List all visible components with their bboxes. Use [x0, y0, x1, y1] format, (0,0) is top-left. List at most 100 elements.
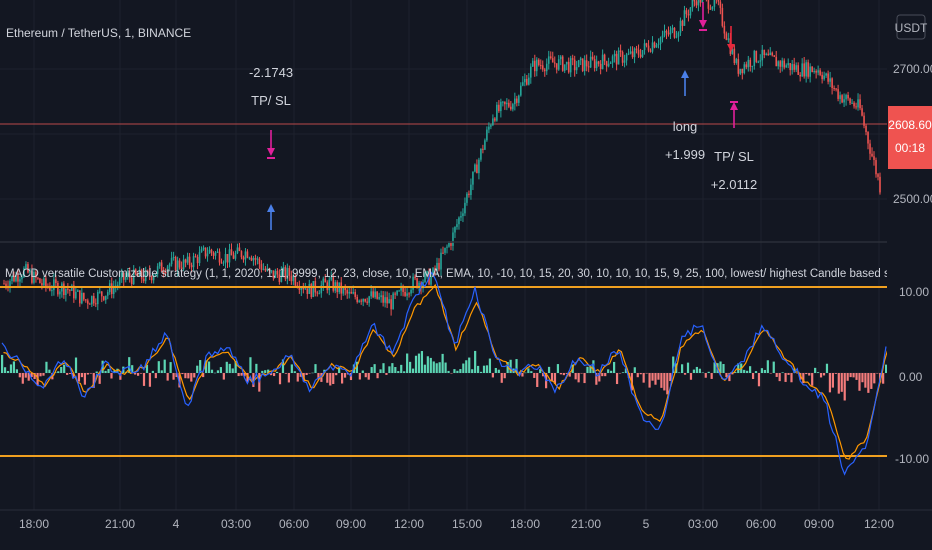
- histogram-bar: [583, 373, 586, 384]
- candle-body: [617, 50, 620, 65]
- candle-body: [825, 73, 827, 76]
- histogram-bar: [834, 373, 837, 374]
- currency-badge[interactable]: [896, 14, 926, 40]
- candle-body: [274, 270, 277, 278]
- histogram-bar: [802, 373, 805, 384]
- candle-body: [316, 292, 319, 294]
- price-axis[interactable]: USDT 2700.00 2500.00 2608.60 00:18 10.00…: [887, 0, 932, 510]
- histogram-bar: [432, 361, 435, 373]
- candle-body: [41, 283, 43, 286]
- histogram-bar: [559, 373, 562, 375]
- candle-body: [607, 63, 610, 67]
- histogram-bar: [98, 373, 101, 384]
- candle-body: [611, 56, 614, 63]
- candle-body: [87, 300, 89, 304]
- histogram-bar: [311, 372, 314, 374]
- candle-body: [709, 8, 712, 10]
- histogram-bar: [255, 363, 258, 373]
- candle-body: [202, 247, 205, 250]
- candle-body: [735, 59, 738, 63]
- candle-body: [92, 296, 95, 304]
- histogram-bar: [701, 372, 704, 374]
- time-tick: 09:00: [336, 517, 366, 531]
- candle-body: [589, 56, 592, 68]
- candle-body: [98, 291, 101, 293]
- candle-body: [200, 249, 203, 253]
- time-axis[interactable]: 18:00 21:00 4 03:00 06:00 09:00 12:00 15:00 18:0…: [0, 509, 932, 531]
- candle-body: [292, 276, 295, 282]
- candle-body: [94, 303, 97, 305]
- histogram-bar: [542, 373, 545, 377]
- candle-body: [382, 295, 384, 303]
- long-entry-arrow-head: [267, 204, 275, 212]
- candle-body: [506, 102, 508, 105]
- histogram-bar: [648, 373, 651, 388]
- candle-body: [59, 291, 61, 295]
- histogram-bar: [355, 361, 358, 373]
- histogram-bar: [139, 373, 143, 374]
- candle-body: [324, 278, 327, 283]
- time-tick: 12:00: [864, 517, 894, 531]
- candle-body: [264, 268, 267, 271]
- candle-body: [19, 279, 21, 282]
- candle-body: [555, 63, 558, 70]
- candle-body: [528, 77, 530, 85]
- candle-body: [57, 282, 59, 295]
- candle-body: [871, 153, 873, 157]
- histogram-bar: [267, 369, 270, 373]
- histogram-bar: [24, 373, 27, 378]
- candle-body: [284, 267, 287, 279]
- histogram-bar: [423, 364, 426, 373]
- candle-body: [170, 257, 173, 265]
- candle-body: [206, 253, 209, 257]
- time-tick: 09:00: [804, 517, 834, 531]
- candle-body: [697, 0, 700, 6]
- candle-body: [667, 32, 670, 35]
- candle-body: [573, 59, 576, 71]
- candle-body: [522, 82, 524, 86]
- candle-body: [96, 291, 99, 305]
- histogram-bar: [604, 373, 607, 377]
- candle-body: [837, 89, 839, 99]
- candle-body: [39, 278, 41, 284]
- histogram-bar: [326, 373, 329, 383]
- candle-body: [567, 61, 570, 73]
- histogram-bar: [163, 359, 166, 373]
- candle-body: [484, 140, 486, 150]
- candle-body: [526, 78, 528, 85]
- histogram-bar: [636, 373, 639, 378]
- histogram-bar: [624, 368, 628, 373]
- candle-body: [575, 67, 578, 71]
- histogram-bar: [568, 373, 571, 377]
- candle-body: [863, 115, 865, 126]
- candle-body: [85, 299, 87, 301]
- indicator-pane[interactable]: MACD versatile Customizable strategy (1,…: [0, 268, 932, 476]
- candle-body: [446, 246, 448, 248]
- candle-body: [110, 283, 113, 295]
- histogram-bar: [225, 361, 228, 373]
- candle-body: [529, 66, 532, 78]
- candle-body: [851, 102, 853, 104]
- histogram-bar: [819, 373, 823, 378]
- candle-body: [452, 232, 454, 246]
- candle-body: [819, 70, 821, 75]
- candle-body: [877, 174, 879, 177]
- candle-body: [474, 164, 476, 172]
- candle-body: [711, 6, 714, 10]
- candle-body: [637, 49, 640, 55]
- histogram-bar: [757, 373, 761, 387]
- candle-body: [49, 287, 51, 291]
- candle-body: [524, 78, 526, 83]
- candle-body: [755, 50, 758, 62]
- histogram-bar: [746, 370, 749, 373]
- histogram-bar: [205, 360, 208, 373]
- candle-body: [543, 69, 546, 72]
- candle-body: [53, 279, 55, 291]
- histogram-bar: [113, 370, 116, 373]
- histogram-bar: [154, 373, 157, 379]
- candle-body: [180, 267, 183, 270]
- histogram-bar: [462, 363, 465, 373]
- histogram-bar: [805, 373, 808, 375]
- candle-body: [472, 171, 474, 185]
